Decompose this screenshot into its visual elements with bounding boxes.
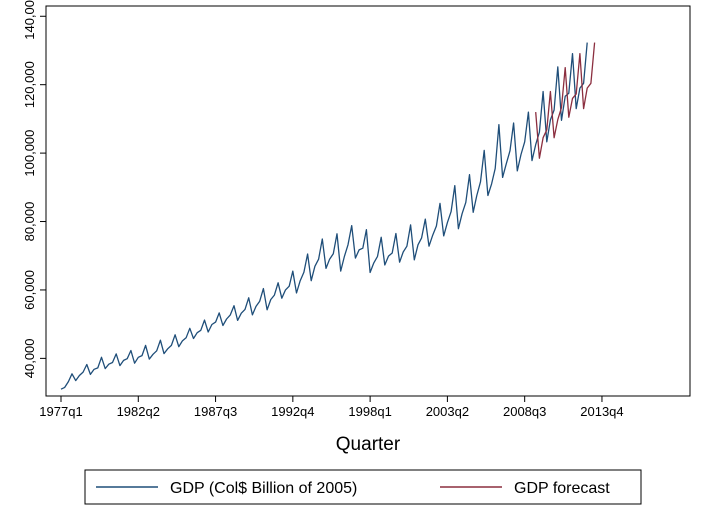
legend-label-forecast: GDP forecast bbox=[514, 480, 610, 497]
x-tick-label: 2008q3 bbox=[503, 404, 546, 419]
y-tick-label: 40,000 bbox=[22, 338, 37, 378]
x-tick-label: 1998q1 bbox=[348, 404, 391, 419]
plot-frame bbox=[45, 5, 691, 397]
legend-box bbox=[84, 469, 642, 505]
legend-label-gdp: GDP (Col$ Billion of 2005) bbox=[170, 480, 357, 497]
x-tick-label: 1977q1 bbox=[39, 404, 82, 419]
x-tick-label: 1992q4 bbox=[271, 404, 314, 419]
x-axis-title: Quarter bbox=[336, 434, 401, 455]
series-layer bbox=[60, 42, 596, 390]
series-line-forecast bbox=[535, 42, 596, 159]
y-tick-label: 120,000 bbox=[22, 61, 37, 108]
y-axis: 40,000 60,000 80,000 100,000 120,000 140,000 bbox=[22, 0, 46, 378]
x-tick-label: 1987q3 bbox=[194, 404, 237, 419]
legend: GDP (Col$ Billion of 2005) GDP forecast bbox=[84, 469, 642, 505]
x-tick-label: 2013q4 bbox=[580, 404, 623, 419]
x-tick-label: 2003q2 bbox=[426, 404, 469, 419]
y-tick-label: 80,000 bbox=[22, 202, 37, 242]
y-tick-label: 140,000 bbox=[22, 0, 37, 40]
x-axis: 1977q1 1982q2 1987q3 1992q4 1998q1 2003q2 2008… bbox=[39, 396, 624, 419]
y-tick-label: 100,000 bbox=[22, 130, 37, 177]
series-line-gdp bbox=[60, 42, 588, 390]
y-tick-label: 60,000 bbox=[22, 270, 37, 310]
x-tick-label: 1982q2 bbox=[117, 404, 160, 419]
